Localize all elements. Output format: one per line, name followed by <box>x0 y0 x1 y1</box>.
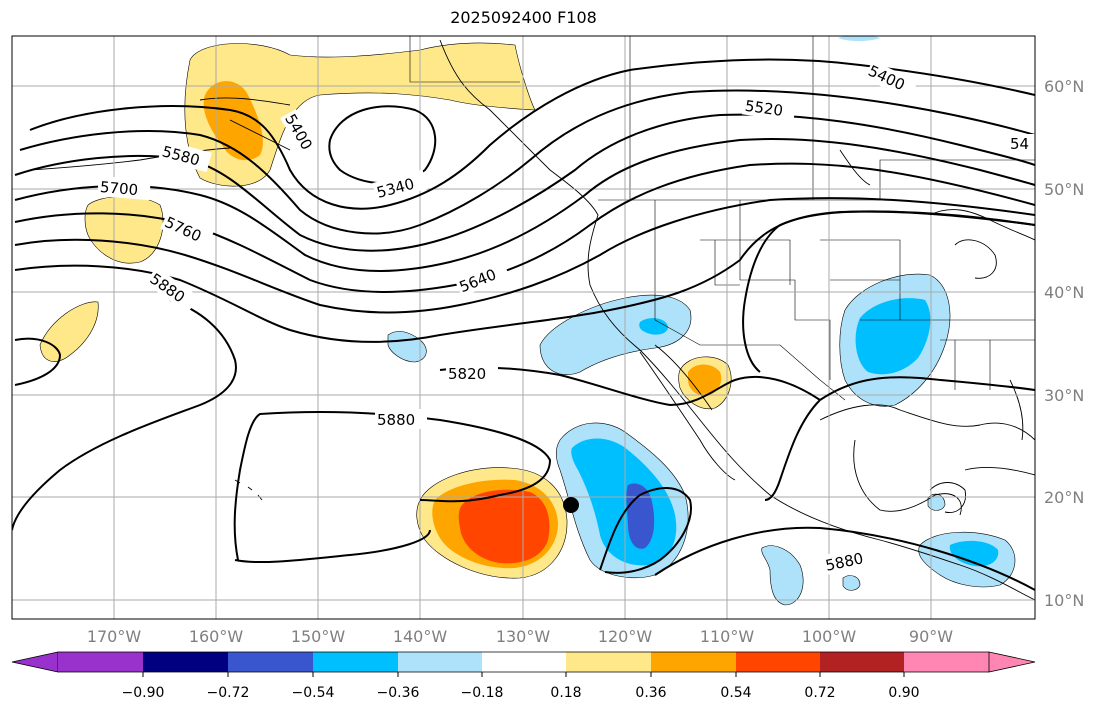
colorbar-tick-7: 0.36 <box>635 685 666 701</box>
contour-label-5520: 5520 <box>744 97 784 120</box>
lat-label-60n: 60°N <box>1044 77 1084 96</box>
shade-sw-neg2 <box>639 318 668 335</box>
colorbar-bin-1 <box>58 652 143 672</box>
colorbar-tick-5: −0.18 <box>461 685 504 701</box>
colorbar-bin-9 <box>736 652 820 672</box>
shade-small-neg <box>842 575 861 591</box>
lon-label-100w: 100°W <box>802 627 857 646</box>
colorbar-tick-6: 0.18 <box>550 685 581 701</box>
colorbar-tick-2: −0.72 <box>207 685 250 701</box>
colorbar-tick-3: −0.54 <box>292 685 335 701</box>
contour-label-5700: 5700 <box>99 178 139 199</box>
colorbar-bin-2 <box>143 652 228 672</box>
lat-label-10n: 10°N <box>1044 591 1084 610</box>
lon-label-120w: 120°W <box>598 627 653 646</box>
colorbar-bin-8 <box>651 652 736 672</box>
lon-label-140w: 140°W <box>393 627 448 646</box>
longitude-labels: 170°W 160°W 150°W 140°W 130°W 120°W 110°… <box>87 627 953 646</box>
colorbar-bin-5 <box>398 652 482 672</box>
lat-label-30n: 30°N <box>1044 386 1084 405</box>
shade-topright-neg <box>838 36 880 41</box>
lat-label-50n: 50°N <box>1044 180 1084 199</box>
political-borders <box>409 36 1035 401</box>
map-title: 2025092400 F108 <box>450 8 597 27</box>
latitude-labels: 60°N 50°N 40°N 30°N 20°N 10°N <box>1044 77 1084 610</box>
storm-marker <box>563 497 579 513</box>
colorbar-tick-9: 0.72 <box>804 685 835 701</box>
colorbar-bin-3 <box>228 652 313 672</box>
colorbar-tick-10: 0.90 <box>888 685 919 701</box>
shade-subtrop-red <box>458 489 550 564</box>
lon-label-110w: 110°W <box>700 627 755 646</box>
colorbar-tick-4: −0.36 <box>377 685 420 701</box>
shade-sea-neg <box>761 545 804 606</box>
colorbar-bin-7 <box>566 652 651 672</box>
shade-bering-pos <box>184 42 536 187</box>
colorbar-bin-11 <box>904 652 989 672</box>
colorbar-bin-6 <box>482 652 566 672</box>
lat-label-20n: 20°N <box>1044 488 1084 507</box>
shade-bering-orange <box>203 81 263 161</box>
colorbar: −0.90 −0.72 −0.54 −0.36 −0.18 0.18 0.36 … <box>11 651 1036 701</box>
contour-label-5820: 5820 <box>448 365 486 383</box>
lon-label-170w: 170°W <box>87 627 142 646</box>
colorbar-under <box>11 651 59 673</box>
colorbar-bin-10 <box>820 652 904 672</box>
shade-cam-neg2 <box>949 540 999 567</box>
lon-label-130w: 130°W <box>496 627 551 646</box>
lon-label-160w: 160°W <box>189 627 244 646</box>
lon-label-90w: 90°W <box>909 627 953 646</box>
contour-label-54-edge: 54 <box>1010 135 1029 153</box>
shade-plains-neg2 <box>855 298 931 375</box>
colorbar-bin-4 <box>313 652 398 672</box>
colorbar-tick-1: −0.90 <box>122 685 165 701</box>
contour-label-5880-central: 5880 <box>377 411 415 429</box>
colorbar-over <box>988 651 1036 673</box>
lon-label-150w: 150°W <box>291 627 346 646</box>
map-frame <box>11 35 1036 620</box>
lat-label-40n: 40°N <box>1044 283 1084 302</box>
colorbar-tick-8: 0.54 <box>720 685 751 701</box>
